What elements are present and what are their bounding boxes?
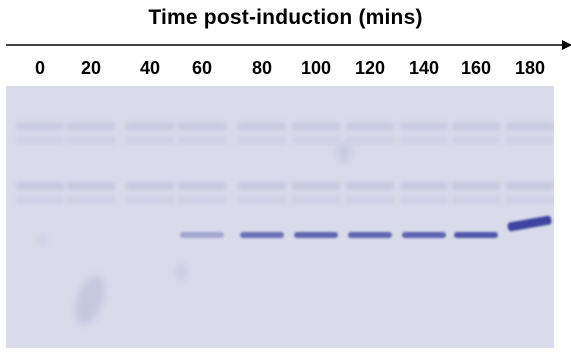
- lane-smear: [126, 122, 174, 130]
- lane-smear: [126, 196, 174, 204]
- lane-label: 20: [80, 58, 102, 78]
- lane-smear: [67, 136, 115, 144]
- protein-band: [240, 232, 284, 238]
- lane-smear: [400, 182, 448, 190]
- lane-smear: [400, 196, 448, 204]
- lane-label: 140: [408, 58, 440, 78]
- lane-smear: [67, 122, 115, 130]
- lane-smear: [238, 196, 286, 204]
- lane-smear: [346, 136, 394, 144]
- lane-smear: [452, 196, 500, 204]
- protein-band: [507, 215, 552, 232]
- time-axis-arrow: [6, 40, 571, 50]
- lane-smear: [292, 196, 340, 204]
- protein-band: [402, 232, 446, 238]
- lane-smear: [506, 196, 554, 204]
- gel-spot: [38, 236, 46, 244]
- protein-band: [454, 232, 498, 238]
- lane-label: 160: [460, 58, 492, 78]
- protein-band: [348, 232, 392, 238]
- lane-smear: [238, 182, 286, 190]
- lane-smear: [16, 136, 64, 144]
- lane-smear: [346, 196, 394, 204]
- lane-smear: [178, 196, 226, 204]
- lane-smear: [346, 122, 394, 130]
- protein-band: [180, 232, 224, 238]
- protein-band: [294, 232, 338, 238]
- gel-smears: [16, 122, 554, 204]
- lane-smear: [238, 136, 286, 144]
- lane-smear: [16, 182, 64, 190]
- lane-smear: [238, 122, 286, 130]
- gel-bands: [180, 215, 552, 238]
- lane-smear: [506, 136, 554, 144]
- lane-label: 120: [354, 58, 386, 78]
- time-axis-arrowhead: [562, 40, 571, 50]
- lane-smear: [126, 136, 174, 144]
- lane-label: 60: [191, 58, 213, 78]
- gel-artifacts: [38, 142, 352, 325]
- lane-smear: [292, 136, 340, 144]
- lane-smear: [292, 122, 340, 130]
- lane-smear: [506, 182, 554, 190]
- lane-label: 40: [139, 58, 161, 78]
- lane-smear: [452, 182, 500, 190]
- lane-smear: [452, 136, 500, 144]
- lane-smear: [67, 182, 115, 190]
- lane-smear: [178, 122, 226, 130]
- gel-image: [6, 86, 554, 348]
- gel-spot: [336, 142, 352, 162]
- lane-smear: [178, 182, 226, 190]
- lane-label: 180: [514, 58, 546, 78]
- lane-smear: [346, 182, 394, 190]
- lane-smear: [400, 136, 448, 144]
- lane-label: 100: [300, 58, 332, 78]
- gel-blob: [74, 275, 106, 325]
- lane-smear: [16, 196, 64, 204]
- lane-smear: [16, 122, 64, 130]
- lane-smear: [452, 122, 500, 130]
- lane-label: 0: [34, 58, 46, 78]
- figure-title: Time post-induction (mins): [148, 6, 423, 29]
- lane-smear: [178, 136, 226, 144]
- gel-spot: [176, 264, 188, 280]
- lane-smear: [126, 182, 174, 190]
- lane-smear: [506, 122, 554, 130]
- lane-smear: [67, 196, 115, 204]
- lane-label: 80: [251, 58, 273, 78]
- lane-smear: [292, 182, 340, 190]
- lane-smear: [400, 122, 448, 130]
